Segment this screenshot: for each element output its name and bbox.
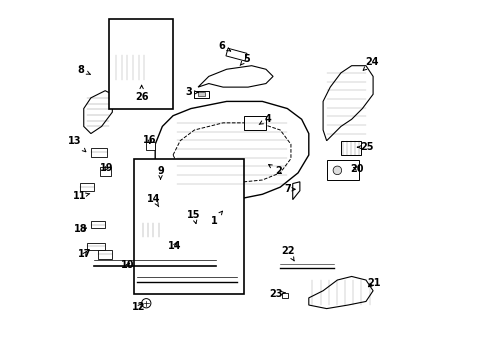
PathPatch shape [198,66,272,87]
Bar [194,91,208,98]
Bar [114,55,146,80]
Bar [146,143,155,150]
Text: 8: 8 [78,65,90,75]
Text: 15: 15 [186,210,200,224]
Bar [282,293,288,298]
Text: 26: 26 [135,85,148,102]
Text: 6: 6 [218,41,230,51]
Bar [108,19,173,109]
PathPatch shape [83,91,112,134]
Bar [244,116,265,130]
Bar [162,239,176,251]
Text: 21: 21 [366,278,380,288]
Bar [149,59,160,67]
Bar [176,232,188,243]
Text: 22: 22 [281,246,294,261]
Text: 14: 14 [168,241,181,251]
Text: 20: 20 [349,163,363,174]
Text: 23: 23 [268,289,285,298]
Bar [134,158,244,294]
Bar [121,42,128,51]
Bar [326,160,358,180]
Text: 4: 4 [259,114,270,125]
Text: 3: 3 [185,87,198,98]
Text: 11: 11 [73,191,90,201]
Text: 24: 24 [363,57,378,70]
Circle shape [332,166,341,175]
Text: 9: 9 [157,166,163,179]
Bar [100,167,110,176]
Bar [80,183,94,191]
Text: 16: 16 [143,135,156,145]
Circle shape [142,298,151,308]
Bar [340,141,360,155]
Text: 5: 5 [240,54,249,66]
PathPatch shape [323,66,372,141]
Text: 2: 2 [268,165,281,176]
Bar [225,48,246,61]
Bar [141,223,160,237]
Text: 10: 10 [121,260,134,270]
Bar [87,243,105,249]
Bar [91,221,105,228]
Text: 17: 17 [78,249,91,259]
PathPatch shape [155,102,308,202]
Bar [91,148,107,157]
Bar [98,249,112,258]
Bar [201,244,214,255]
PathPatch shape [292,182,299,200]
PathPatch shape [308,276,372,309]
Bar [192,243,203,253]
Text: 19: 19 [99,163,113,173]
Text: 25: 25 [357,142,373,152]
Text: 14: 14 [147,194,161,207]
Text: 18: 18 [74,224,88,234]
Text: 7: 7 [284,184,295,194]
Bar [198,93,205,96]
Text: 12: 12 [132,302,145,312]
Text: 1: 1 [210,211,222,226]
Text: 13: 13 [68,136,85,152]
